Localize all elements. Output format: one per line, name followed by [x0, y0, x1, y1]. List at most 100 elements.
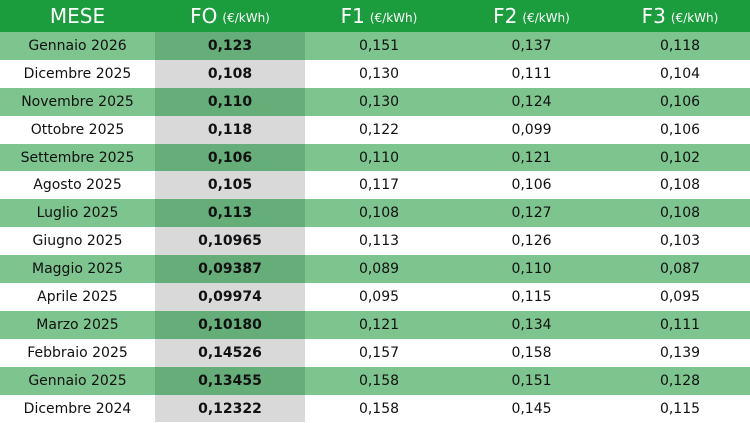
month-cell: Luglio 2025	[36, 205, 119, 222]
price-cell: 0,099	[511, 121, 552, 138]
header-label: F1	[340, 4, 365, 28]
price-cell: 0,158	[358, 400, 400, 417]
price-cell: 0,108	[155, 59, 305, 88]
price-cell: 0,10965	[155, 227, 305, 256]
price-cell: 0,113	[155, 199, 305, 228]
price-cell: 0,124	[511, 93, 552, 110]
price-cell: 0,106	[659, 121, 701, 138]
price-cell: 0,108	[358, 205, 400, 222]
month-cell: Settembre 2025	[20, 149, 135, 166]
price-cell: 0,117	[358, 177, 400, 194]
month-cell: Maggio 2025	[32, 261, 123, 278]
header-label: MESE	[49, 4, 106, 28]
table-row: Maggio 2025 0,09387 0,089 0,110 0,087	[0, 255, 750, 284]
header-row: MESE FO (€/kWh) F1 (€/kWh) F2 (€/kWh) F3 (€/kWh)	[0, 0, 750, 32]
price-cell: 0,110	[155, 87, 305, 116]
price-cell: 0,12322	[155, 394, 305, 423]
price-cell: 0,151	[358, 37, 400, 54]
month-cell: Dicembre 2024	[23, 400, 132, 417]
price-cell: 0,111	[511, 65, 552, 82]
month-cell: Marzo 2025	[36, 316, 119, 333]
price-cell: 0,14526	[155, 338, 305, 367]
price-cell: 0,095	[659, 288, 701, 305]
table-row: Agosto 2025 0,105 0,117 0,106 0,108	[0, 171, 750, 200]
price-cell: 0,108	[659, 177, 701, 194]
price-cell: 0,111	[659, 316, 701, 333]
price-cell: 0,095	[358, 288, 400, 305]
table-row: Aprile 2025 0,09974 0,095 0,115 0,095	[0, 283, 750, 311]
price-cell: 0,123	[155, 32, 305, 60]
table-row: Febbraio 2025 0,14526 0,157 0,158 0,139	[0, 338, 750, 367]
price-cell: 0,139	[659, 344, 701, 361]
price-cell: 0,115	[511, 288, 552, 305]
price-cell: 0,121	[511, 149, 552, 166]
month-cell: Febbraio 2025	[27, 344, 128, 361]
header-unit: (€/kWh)	[670, 10, 719, 25]
price-cell: 0,158	[358, 372, 400, 389]
price-cell: 0,104	[659, 65, 701, 82]
price-cell: 0,103	[659, 233, 701, 250]
price-cell: 0,087	[659, 261, 701, 278]
header-cell: F1 (€/kWh)	[305, 0, 453, 32]
price-cell: 0,122	[358, 121, 400, 138]
header-cell: FO (€/kWh)	[155, 0, 305, 32]
price-cell: 0,102	[659, 149, 701, 166]
table-row: Dicembre 2024 0,12322 0,158 0,145 0,115	[0, 394, 750, 423]
table-row: Luglio 2025 0,113 0,108 0,127 0,108	[0, 199, 750, 228]
table-row: Marzo 2025 0,10180 0,121 0,134 0,111	[0, 310, 750, 339]
header-label: F2	[493, 4, 518, 28]
price-cell: 0,158	[511, 344, 552, 361]
price-cell: 0,115	[659, 400, 701, 417]
price-cell: 0,106	[155, 143, 305, 172]
table-row: Gennaio 2026 0,123 0,151 0,137 0,118	[0, 32, 750, 60]
header-label: F3	[641, 4, 666, 28]
header-label: FO	[190, 4, 218, 28]
price-cell: 0,126	[511, 233, 552, 250]
month-cell: Ottobre 2025	[30, 121, 125, 138]
month-cell: Agosto 2025	[33, 177, 122, 194]
price-cell: 0,108	[659, 205, 701, 222]
header-unit: (€/kWh)	[222, 10, 270, 25]
price-cell: 0,106	[659, 93, 701, 110]
price-cell: 0,128	[659, 372, 701, 389]
month-cell: Gennaio 2026	[28, 37, 127, 54]
price-cell: 0,110	[358, 149, 400, 166]
price-cell: 0,10180	[155, 310, 305, 339]
price-cell: 0,130	[358, 93, 400, 110]
price-cell: 0,157	[358, 344, 400, 361]
price-cell: 0,106	[511, 177, 552, 194]
price-cell: 0,130	[358, 65, 400, 82]
price-cell: 0,145	[511, 400, 552, 417]
price-cell: 0,09387	[155, 255, 305, 284]
header-unit: (€/kWh)	[522, 10, 570, 25]
table-row: Gennaio 2025 0,13455 0,158 0,151 0,128	[0, 366, 750, 395]
month-cell: Aprile 2025	[37, 288, 118, 305]
header-cell: F3 (€/kWh)	[610, 0, 750, 32]
table-row: Ottobre 2025 0,118 0,122 0,099 0,106	[0, 115, 750, 144]
table-row: Dicembre 2025 0,108 0,130 0,111 0,104	[0, 59, 750, 88]
header-cell: MESE	[0, 0, 155, 32]
table-row: Settembre 2025 0,106 0,110 0,121 0,102	[0, 143, 750, 172]
month-cell: Gennaio 2025	[28, 372, 127, 389]
month-cell: Giugno 2025	[32, 233, 123, 250]
price-cell: 0,105	[155, 171, 305, 200]
price-cell: 0,118	[659, 37, 701, 54]
price-cell: 0,13455	[155, 366, 305, 395]
price-cell: 0,110	[511, 261, 552, 278]
price-cell: 0,09974	[155, 283, 305, 311]
price-cell: 0,118	[155, 115, 305, 144]
header-cell: F2 (€/kWh)	[453, 0, 610, 32]
price-cell: 0,151	[511, 372, 552, 389]
price-cell: 0,134	[511, 316, 552, 333]
month-cell: Novembre 2025	[21, 93, 134, 110]
table-row: Novembre 2025 0,110 0,130 0,124 0,106	[0, 87, 750, 116]
table-row: Giugno 2025 0,10965 0,113 0,126 0,103	[0, 227, 750, 256]
price-cell: 0,127	[511, 205, 552, 222]
month-cell: Dicembre 2025	[23, 65, 132, 82]
price-cell: 0,137	[511, 37, 552, 54]
price-cell: 0,089	[358, 261, 400, 278]
price-cell: 0,121	[358, 316, 400, 333]
price-cell: 0,113	[358, 233, 400, 250]
header-unit: (€/kWh)	[369, 10, 418, 25]
